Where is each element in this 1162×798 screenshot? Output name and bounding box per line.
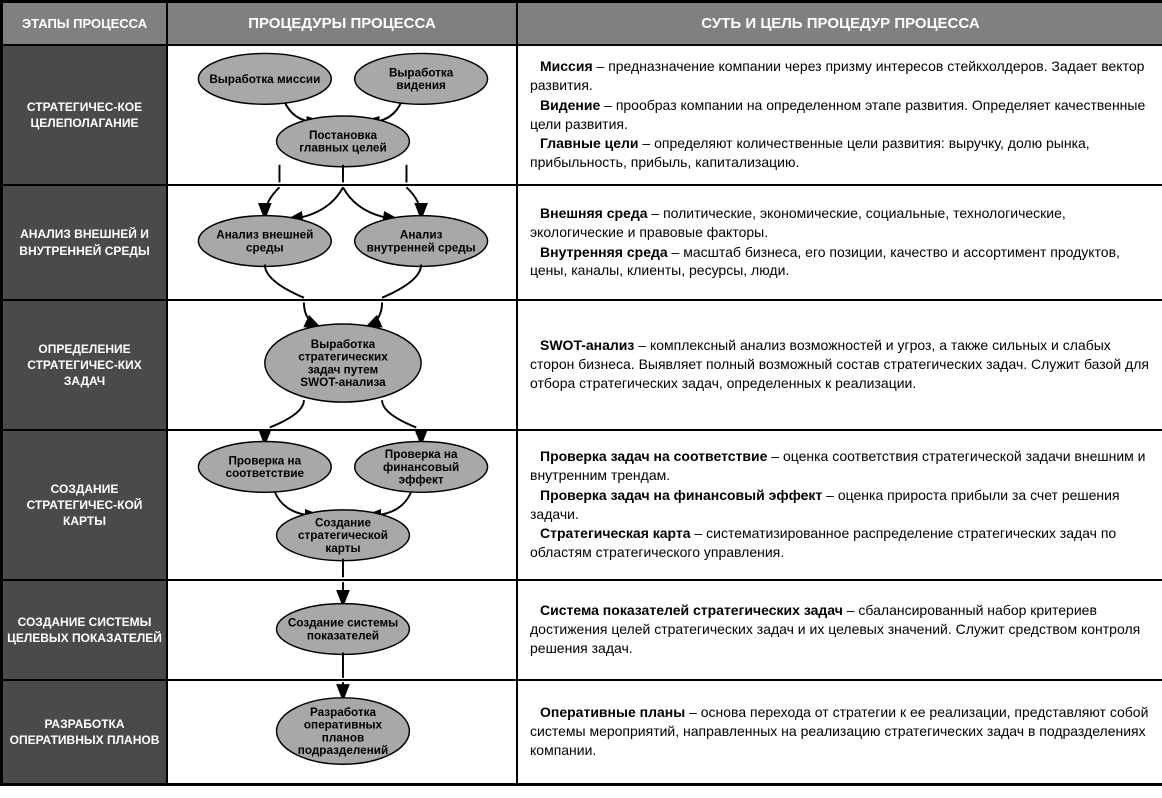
- stage-label: РАЗРАБОТКА ОПЕРАТИВНЫХ ПЛАНОВ: [2, 680, 167, 784]
- svg-text:подразделений: подразделений: [298, 744, 388, 757]
- flow-arrow: [265, 187, 280, 216]
- svg-text:Выработка миссии: Выработка миссии: [209, 73, 320, 86]
- svg-text:стратегических: стратегических: [298, 351, 388, 364]
- flow-arrow: [343, 187, 397, 219]
- procedures-diagram: Разработкаоперативныхплановподразделений: [167, 680, 517, 784]
- term: Проверка задач на соответствие: [540, 448, 767, 464]
- stage-text: СОЗДАНИЕ СИСТЕМЫ ЦЕЛЕВЫХ ПОКАЗАТЕЛЕЙ: [7, 614, 162, 646]
- description-line: Проверка задач на соответствие – оценка …: [530, 447, 1151, 485]
- description-line: Оперативные планы – основа перехода от с…: [530, 703, 1151, 760]
- svg-text:видения: видения: [396, 79, 446, 92]
- svg-text:Проверка на: Проверка на: [385, 448, 458, 461]
- description: Миссия – предназначение компании через п…: [517, 45, 1162, 185]
- description-line: Стратегическая карта – систематизированн…: [530, 524, 1151, 562]
- procedures-diagram: Создание системыпоказателей: [167, 580, 517, 680]
- svg-text:карты: карты: [325, 542, 360, 555]
- definition: – прообраз компании на определенном этап…: [530, 97, 1145, 132]
- term: Внутренняя среда: [540, 244, 668, 260]
- flow-arrow: [304, 302, 319, 326]
- svg-text:среды: среды: [246, 241, 284, 254]
- stage-label: СОЗДАНИЕ СИСТЕМЫ ЦЕЛЕВЫХ ПОКАЗАТЕЛЕЙ: [2, 580, 167, 680]
- stage-label: СОЗДАНИЕ СТРАТЕГИЧЕС-КОЙ КАРТЫ: [2, 430, 167, 580]
- description: Система показателей стратегических задач…: [517, 580, 1162, 680]
- stage-text: АНАЛИЗ ВНЕШНЕЙ И ВНУТРЕННЕЙ СРЕДЫ: [7, 226, 162, 258]
- description-line: Внешняя среда – политические, экономичес…: [530, 204, 1151, 242]
- flow-arrow: [406, 187, 421, 216]
- svg-text:главных целей: главных целей: [299, 142, 386, 155]
- term: Система показателей стратегических задач: [540, 602, 843, 618]
- description: Внешняя среда – политические, экономичес…: [517, 185, 1162, 300]
- term: Проверка задач на финансовый эффект: [540, 487, 822, 503]
- stage-text: СОЗДАНИЕ СТРАТЕГИЧЕС-КОЙ КАРТЫ: [7, 481, 162, 530]
- svg-text:Создание системы: Создание системы: [288, 617, 398, 630]
- flow-arrow: [270, 400, 304, 427]
- stage-text: РАЗРАБОТКА ОПЕРАТИВНЫХ ПЛАНОВ: [7, 716, 162, 748]
- svg-text:финансовый: финансовый: [383, 461, 459, 474]
- description-line: Миссия – предназначение компании через п…: [530, 57, 1151, 95]
- term: Видение: [540, 97, 600, 113]
- description: Проверка задач на соответствие – оценка …: [517, 430, 1162, 580]
- svg-text:Выработка: Выработка: [389, 66, 454, 79]
- svg-text:задач путем: задач путем: [308, 363, 378, 376]
- description: SWOT-анализ – комплексный анализ возможн…: [517, 300, 1162, 430]
- svg-text:планов: планов: [322, 731, 364, 744]
- flow-arrow: [367, 302, 382, 326]
- svg-text:Постановка: Постановка: [309, 129, 378, 142]
- svg-text:Выработка: Выработка: [311, 338, 376, 351]
- procedures-diagram: Выработка миссии Выработкавидения Постанов…: [167, 45, 517, 185]
- term: Оперативные планы: [540, 704, 685, 720]
- process-table: ЭТАПЫ ПРОЦЕССА ПРОЦЕДУРЫ ПРОЦЕССА СУТЬ И…: [0, 0, 1162, 786]
- procedures-diagram: Проверка насоответствиеПроверка нафинанс…: [167, 430, 517, 580]
- stage-text: СТРАТЕГИЧЕС-КОЕ ЦЕЛЕПОЛАГАНИЕ: [7, 99, 162, 131]
- flow-arrow: [289, 187, 343, 219]
- procedures-diagram: Анализ внешнейсреды Анализвнутренней сред…: [167, 185, 517, 300]
- svg-text:стратегической: стратегической: [298, 529, 388, 542]
- header-procedures: ПРОЦЕДУРЫ ПРОЦЕССА: [167, 2, 517, 45]
- header-essence: СУТЬ И ЦЕЛЬ ПРОЦЕДУР ПРОЦЕССА: [517, 2, 1162, 45]
- svg-text:SWOT-анализа: SWOT-анализа: [300, 376, 386, 389]
- description-line: Внутренняя среда – масштаб бизнеса, его …: [530, 243, 1151, 281]
- flow-arrow: [265, 264, 304, 297]
- svg-text:соответствие: соответствие: [226, 467, 305, 480]
- stage-label: АНАЛИЗ ВНЕШНЕЙ И ВНУТРЕННЕЙ СРЕДЫ: [2, 185, 167, 300]
- flow-arrow: [382, 264, 421, 297]
- svg-text:Анализ: Анализ: [400, 229, 443, 242]
- svg-text:Разработка: Разработка: [310, 706, 377, 719]
- svg-text:показателей: показателей: [307, 629, 379, 642]
- definition: – предназначение компании через призму и…: [530, 58, 1144, 93]
- stage-text: ОПРЕДЕЛЕНИЕ СТРАТЕГИЧЕС-КИХ ЗАДАЧ: [7, 341, 162, 390]
- term: SWOT-анализ: [540, 337, 634, 353]
- term: Миссия: [540, 58, 593, 74]
- description-line: Система показателей стратегических задач…: [530, 601, 1151, 658]
- term: Стратегическая карта: [540, 525, 691, 541]
- svg-text:Проверка на: Проверка на: [228, 454, 301, 467]
- procedures-diagram: Выработкастратегическихзадач путемSWOT-а…: [167, 300, 517, 430]
- description-line: Проверка задач на финансовый эффект – оц…: [530, 486, 1151, 524]
- svg-text:внутренней среды: внутренней среды: [367, 241, 476, 254]
- stage-label: ОПРЕДЕЛЕНИЕ СТРАТЕГИЧЕС-КИХ ЗАДАЧ: [2, 300, 167, 430]
- description-line: SWOT-анализ – комплексный анализ возможн…: [530, 336, 1151, 393]
- description-line: Главные цели – определяют количественные…: [530, 134, 1151, 172]
- term: Главные цели: [540, 135, 639, 151]
- flow-arrow: [382, 400, 416, 427]
- svg-text:эффект: эффект: [399, 474, 444, 487]
- description: Оперативные планы – основа перехода от с…: [517, 680, 1162, 784]
- description-line: Видение – прообраз компании на определен…: [530, 96, 1151, 134]
- svg-text:Создание: Создание: [315, 516, 372, 529]
- term: Внешняя среда: [540, 205, 648, 221]
- svg-text:оперативных: оперативных: [304, 719, 383, 732]
- stage-label: СТРАТЕГИЧЕС-КОЕ ЦЕЛЕПОЛАГАНИЕ: [2, 45, 167, 185]
- svg-text:Анализ внешней: Анализ внешней: [216, 229, 313, 242]
- header-stages: ЭТАПЫ ПРОЦЕССА: [2, 2, 167, 45]
